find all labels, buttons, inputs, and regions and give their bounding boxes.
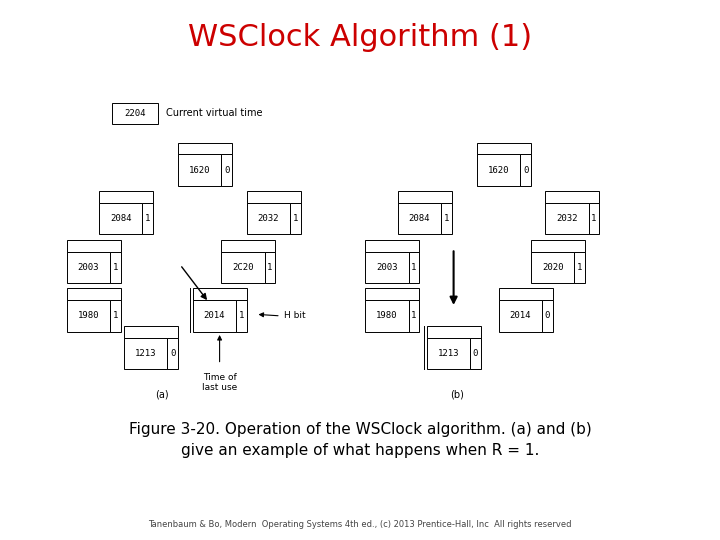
Bar bbox=[589, 203, 600, 234]
Bar bbox=[477, 154, 520, 186]
Bar bbox=[426, 338, 470, 369]
Text: 2020: 2020 bbox=[542, 263, 563, 272]
Bar bbox=[109, 300, 121, 332]
Bar bbox=[66, 288, 120, 300]
Bar bbox=[142, 203, 153, 234]
Text: 1213: 1213 bbox=[135, 349, 156, 358]
Bar bbox=[441, 203, 452, 234]
Bar bbox=[366, 252, 409, 283]
Bar bbox=[397, 191, 452, 203]
Bar bbox=[546, 191, 600, 203]
Bar bbox=[546, 203, 589, 234]
Bar bbox=[109, 252, 121, 283]
Text: 2084: 2084 bbox=[110, 214, 131, 223]
Bar bbox=[179, 154, 222, 186]
Bar bbox=[179, 143, 232, 154]
Bar bbox=[246, 203, 289, 234]
Text: 1980: 1980 bbox=[78, 312, 99, 320]
Text: 1: 1 bbox=[112, 312, 118, 320]
Bar bbox=[193, 300, 236, 332]
Text: (a): (a) bbox=[156, 389, 168, 399]
Text: 0: 0 bbox=[170, 349, 176, 358]
Text: give an example of what happens when R = 1.: give an example of what happens when R =… bbox=[181, 443, 539, 458]
Bar bbox=[541, 300, 552, 332]
Bar bbox=[498, 300, 541, 332]
Bar bbox=[236, 300, 246, 332]
Text: 2032: 2032 bbox=[258, 214, 279, 223]
Bar bbox=[531, 240, 585, 252]
Text: 2032: 2032 bbox=[557, 214, 577, 223]
Text: 1: 1 bbox=[411, 263, 417, 272]
Bar bbox=[366, 300, 409, 332]
Text: WSClock Algorithm (1): WSClock Algorithm (1) bbox=[188, 23, 532, 52]
Text: 1: 1 bbox=[292, 214, 298, 223]
Bar bbox=[366, 240, 419, 252]
Bar bbox=[66, 300, 109, 332]
Text: 2014: 2014 bbox=[510, 312, 531, 320]
Text: 2003: 2003 bbox=[78, 263, 99, 272]
Text: 1: 1 bbox=[238, 312, 244, 320]
Text: 1: 1 bbox=[112, 263, 118, 272]
Text: H bit: H bit bbox=[284, 312, 306, 320]
Bar bbox=[66, 252, 109, 283]
Text: 2C20: 2C20 bbox=[233, 263, 253, 272]
Text: 1: 1 bbox=[145, 214, 150, 223]
Text: Figure 3-20. Operation of the WSClock algorithm. (a) and (b): Figure 3-20. Operation of the WSClock al… bbox=[129, 422, 591, 437]
Text: 1: 1 bbox=[444, 214, 449, 223]
Bar bbox=[575, 252, 585, 283]
Bar bbox=[124, 338, 167, 369]
Text: 1213: 1213 bbox=[438, 349, 459, 358]
Bar bbox=[426, 326, 481, 338]
Bar bbox=[265, 252, 276, 283]
Text: 2003: 2003 bbox=[377, 263, 397, 272]
Text: 2014: 2014 bbox=[204, 312, 225, 320]
Bar bbox=[66, 240, 120, 252]
Text: 1: 1 bbox=[591, 214, 597, 223]
Text: 2084: 2084 bbox=[409, 214, 430, 223]
Bar bbox=[222, 252, 265, 283]
Text: 1: 1 bbox=[267, 263, 273, 272]
Bar bbox=[124, 326, 179, 338]
Bar bbox=[222, 154, 232, 186]
Bar bbox=[289, 203, 301, 234]
Bar bbox=[167, 338, 179, 369]
Bar bbox=[193, 288, 246, 300]
Bar bbox=[397, 203, 441, 234]
Bar bbox=[477, 143, 531, 154]
Bar bbox=[366, 288, 419, 300]
Text: Time of
last use: Time of last use bbox=[202, 373, 237, 392]
Bar bbox=[498, 288, 553, 300]
Text: 1620: 1620 bbox=[189, 166, 210, 174]
Text: Tanenbaum & Bo, Modern  Operating Systems 4th ed., (c) 2013 Prentice-Hall, Inc  : Tanenbaum & Bo, Modern Operating Systems… bbox=[148, 521, 572, 529]
Text: 1: 1 bbox=[577, 263, 582, 272]
Text: 2204: 2204 bbox=[125, 109, 145, 118]
Bar bbox=[531, 252, 575, 283]
Text: 0: 0 bbox=[472, 349, 478, 358]
Bar bbox=[520, 154, 531, 186]
Text: 1980: 1980 bbox=[377, 312, 397, 320]
Text: Current virtual time: Current virtual time bbox=[166, 109, 262, 118]
Bar bbox=[246, 191, 301, 203]
Text: 0: 0 bbox=[224, 166, 230, 174]
Bar bbox=[99, 191, 153, 203]
Text: 1620: 1620 bbox=[488, 166, 509, 174]
Bar bbox=[99, 203, 142, 234]
Bar bbox=[409, 300, 420, 332]
Text: 0: 0 bbox=[523, 166, 528, 174]
Bar bbox=[112, 103, 158, 124]
Text: (b): (b) bbox=[450, 389, 464, 399]
Text: 1: 1 bbox=[411, 312, 417, 320]
Bar bbox=[409, 252, 420, 283]
Bar bbox=[470, 338, 481, 369]
Bar bbox=[222, 240, 276, 252]
Text: 0: 0 bbox=[544, 312, 550, 320]
